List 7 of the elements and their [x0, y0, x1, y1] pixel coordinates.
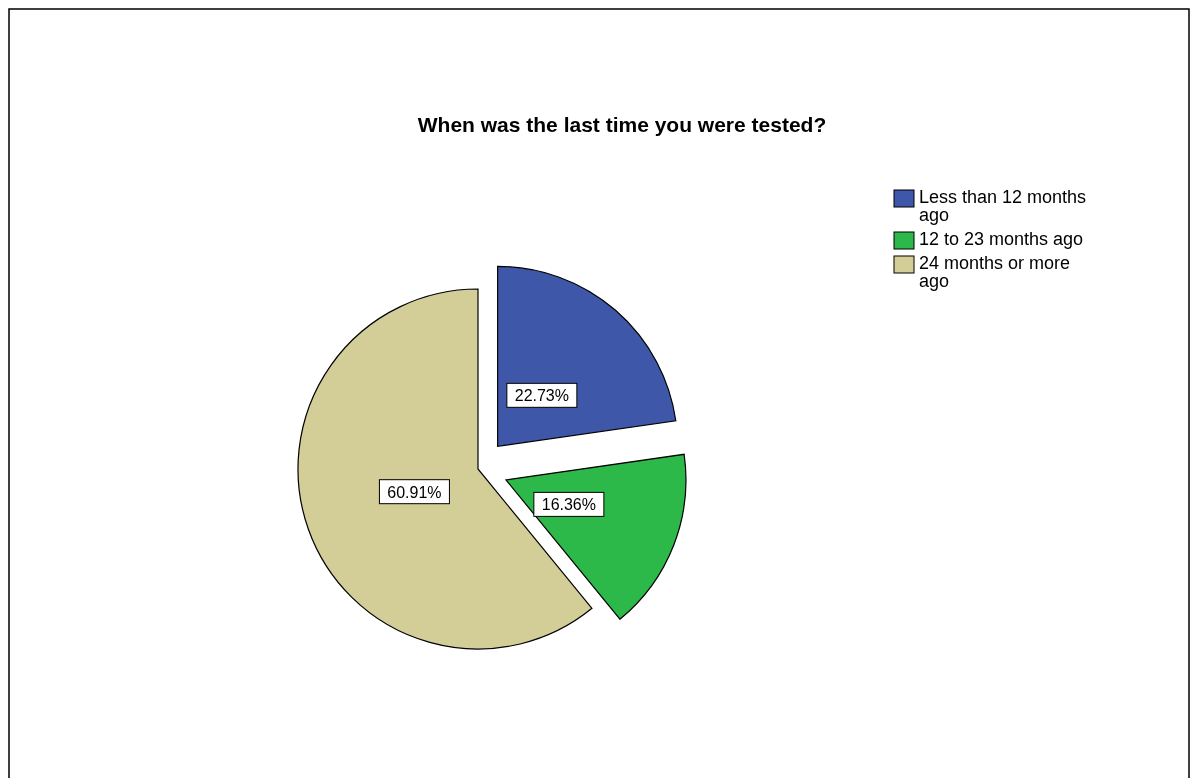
data-label: 22.73%	[514, 387, 569, 405]
legend-label: 24 months or more ago	[919, 253, 1071, 291]
data-label: 60.91%	[387, 483, 442, 501]
legend-label: Less than 12 months ago	[919, 187, 1087, 225]
chart-title: When was the last time you were tested?	[417, 113, 827, 136]
data-label: 16.36%	[541, 496, 596, 514]
legend-label: 12 to 23 months ago	[919, 229, 1084, 249]
